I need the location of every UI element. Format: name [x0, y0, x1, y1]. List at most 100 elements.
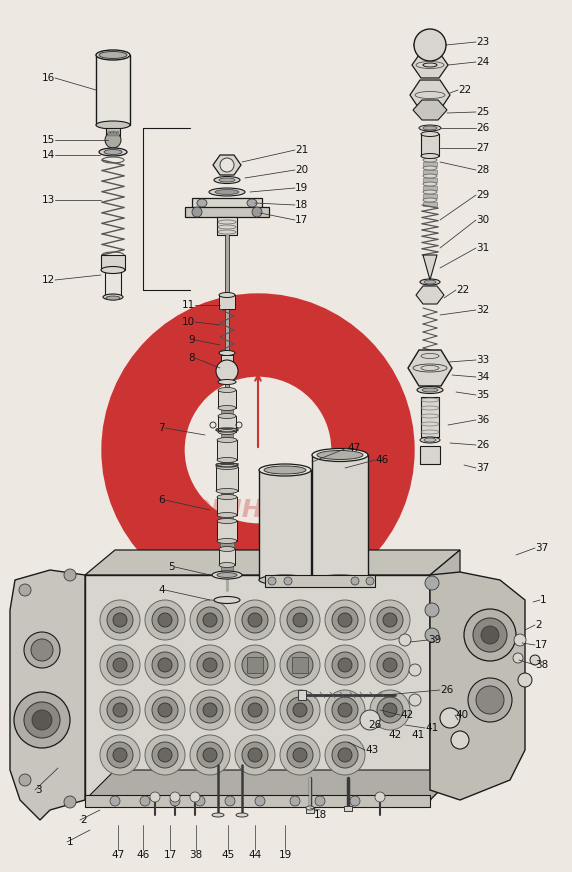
Text: 17: 17	[164, 850, 177, 860]
Circle shape	[360, 710, 380, 730]
Circle shape	[242, 652, 268, 678]
Ellipse shape	[423, 198, 437, 202]
Polygon shape	[10, 570, 85, 820]
Text: 38: 38	[535, 660, 548, 670]
Circle shape	[280, 690, 320, 730]
Text: 24: 24	[476, 57, 489, 67]
Text: 5: 5	[168, 562, 175, 572]
Text: 41: 41	[425, 723, 438, 733]
Text: 3: 3	[35, 785, 42, 795]
Circle shape	[518, 673, 532, 687]
Bar	[111, 131, 113, 136]
Text: 26: 26	[476, 123, 489, 133]
Circle shape	[216, 360, 238, 382]
Bar	[217, 217, 237, 235]
Ellipse shape	[421, 153, 439, 159]
Text: 17: 17	[295, 215, 308, 225]
Circle shape	[375, 792, 385, 802]
Text: 7: 7	[158, 423, 165, 433]
Circle shape	[451, 731, 469, 749]
Ellipse shape	[317, 451, 363, 460]
Ellipse shape	[423, 126, 437, 130]
Ellipse shape	[217, 519, 237, 523]
Circle shape	[370, 600, 410, 640]
Circle shape	[113, 748, 127, 762]
Text: 19: 19	[295, 183, 308, 193]
Ellipse shape	[214, 176, 240, 183]
Circle shape	[203, 658, 217, 672]
Text: 27: 27	[476, 143, 489, 153]
Circle shape	[481, 626, 499, 644]
Circle shape	[140, 796, 150, 806]
Text: 8: 8	[188, 353, 195, 363]
Circle shape	[145, 690, 185, 730]
Text: 46: 46	[375, 455, 388, 465]
Bar	[114, 131, 116, 136]
Ellipse shape	[414, 41, 446, 49]
Circle shape	[425, 603, 439, 617]
Polygon shape	[412, 52, 448, 78]
Text: 28: 28	[476, 165, 489, 175]
Text: 23: 23	[476, 37, 489, 47]
Text: 43: 43	[365, 745, 378, 755]
Circle shape	[332, 742, 358, 768]
Text: 10: 10	[182, 317, 195, 327]
Ellipse shape	[218, 430, 236, 434]
Text: 44: 44	[248, 850, 261, 860]
Circle shape	[145, 600, 185, 640]
Bar	[423, 178, 437, 182]
Bar	[420, 446, 440, 464]
Circle shape	[203, 613, 217, 627]
Circle shape	[268, 577, 276, 585]
Circle shape	[409, 694, 421, 706]
Ellipse shape	[215, 189, 239, 194]
Bar	[423, 53, 437, 65]
Circle shape	[473, 618, 507, 652]
Text: 2: 2	[80, 815, 86, 825]
Bar	[221, 491, 233, 497]
Bar	[423, 170, 437, 174]
Ellipse shape	[216, 465, 238, 469]
Circle shape	[370, 690, 410, 730]
Circle shape	[425, 576, 439, 590]
Text: 45: 45	[221, 850, 235, 860]
Text: 26: 26	[440, 685, 453, 695]
Circle shape	[235, 735, 275, 775]
Text: 30: 30	[476, 215, 489, 225]
Text: 16: 16	[42, 73, 55, 83]
Circle shape	[338, 748, 352, 762]
Circle shape	[370, 645, 410, 685]
Text: 21: 21	[295, 145, 308, 155]
Text: АГРОШНААП: АГРОШНААП	[137, 498, 323, 522]
Text: 46: 46	[136, 850, 150, 860]
Bar	[423, 162, 437, 166]
Ellipse shape	[420, 279, 440, 285]
Polygon shape	[408, 350, 452, 386]
Circle shape	[203, 748, 217, 762]
Circle shape	[197, 607, 223, 633]
Circle shape	[158, 658, 172, 672]
Circle shape	[255, 796, 265, 806]
Bar	[218, 416, 236, 432]
Bar	[106, 128, 120, 136]
Ellipse shape	[217, 494, 237, 500]
Circle shape	[280, 645, 320, 685]
Ellipse shape	[423, 182, 437, 186]
Ellipse shape	[420, 437, 440, 443]
Circle shape	[332, 652, 358, 678]
Ellipse shape	[99, 51, 127, 58]
Circle shape	[192, 207, 202, 217]
Circle shape	[530, 655, 540, 665]
Text: 6: 6	[158, 495, 165, 505]
Text: 47: 47	[112, 850, 125, 860]
Circle shape	[414, 29, 446, 61]
Circle shape	[190, 645, 230, 685]
Circle shape	[107, 652, 133, 678]
Circle shape	[24, 632, 60, 668]
Circle shape	[113, 658, 127, 672]
Ellipse shape	[101, 267, 125, 274]
Bar	[85, 575, 430, 800]
Circle shape	[284, 577, 292, 585]
Text: 39: 39	[428, 635, 441, 645]
Circle shape	[32, 710, 52, 730]
